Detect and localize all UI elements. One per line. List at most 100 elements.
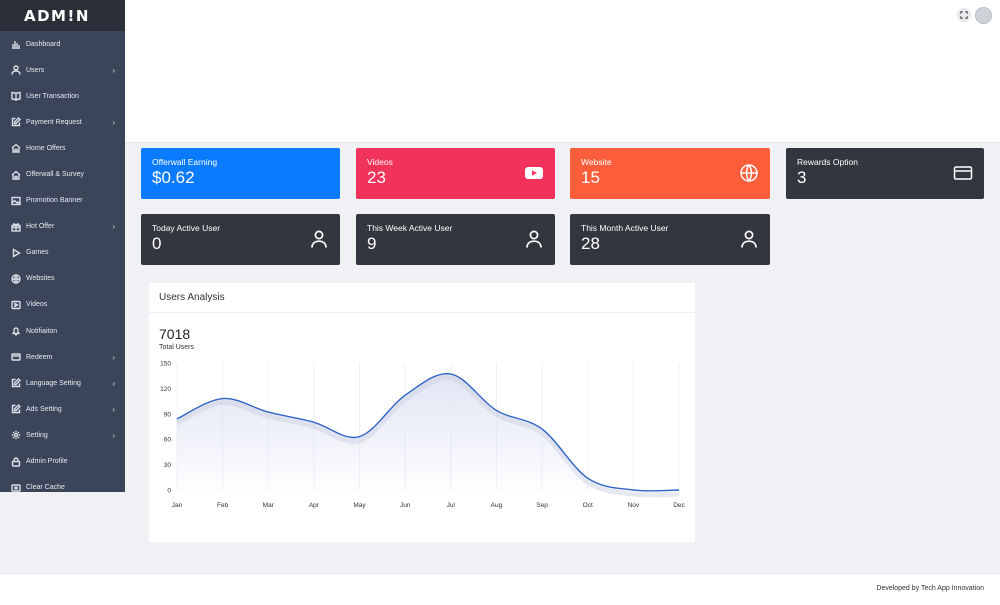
user-icon xyxy=(309,229,329,249)
x-tick-label: Nov xyxy=(628,502,640,509)
sidebar-item-websites[interactable]: Websites xyxy=(0,266,125,292)
sidebar-item-offerwall-survey[interactable]: Offerwall & Survey xyxy=(0,161,125,187)
lock-icon xyxy=(10,456,21,467)
card-icon xyxy=(10,352,21,363)
sidebar-item-redeem[interactable]: Redeem › xyxy=(0,344,125,370)
stat-card-title: Rewards Option xyxy=(797,157,858,167)
stat-card-title: Today Active User xyxy=(152,223,221,233)
chevron-right-icon: › xyxy=(112,404,115,414)
globe-icon xyxy=(739,163,759,183)
y-tick-label: 60 xyxy=(164,437,172,444)
sidebar-item-label: Clear Cache xyxy=(26,484,65,492)
sidebar-item-dashboard[interactable]: Dashboard xyxy=(0,31,125,57)
y-tick-label: 0 xyxy=(167,488,171,495)
users-area-chart: 0 30 60 90 120 150 Jan Feb Mar Apr May Jun Jul Aug Sep… xyxy=(160,361,685,510)
sidebar-item-label: Admin Profile xyxy=(26,458,68,466)
video-icon xyxy=(10,299,21,310)
stat-card-value: 3 xyxy=(797,168,807,187)
user-icon xyxy=(10,65,21,76)
bar-chart-icon xyxy=(10,39,21,50)
x-tick-label: Dec xyxy=(673,502,685,509)
stat-card-this-week-active-user[interactable]: This Week Active User 9 xyxy=(356,214,555,265)
x-tick-label: Oct xyxy=(583,502,593,509)
sidebar-item-hot-offer[interactable]: Hot Offer › xyxy=(0,214,125,240)
sidebar-item-payment-request[interactable]: Payment Request › xyxy=(0,109,125,135)
chevron-right-icon: › xyxy=(112,117,115,127)
sidebar-item-label: Users xyxy=(26,66,45,74)
stat-card-title: Videos xyxy=(367,157,393,167)
series-line xyxy=(176,373,680,492)
sidebar-item-videos[interactable]: Videos xyxy=(0,292,125,318)
sidebar-item-language-setting[interactable]: Language Setting › xyxy=(0,370,125,396)
card-icon xyxy=(953,163,973,183)
sidebar: ADM!N Dashboard Users › User Transaction Pay… xyxy=(0,0,125,492)
globe-icon xyxy=(10,273,21,284)
sidebar-item-ads-setting[interactable]: Ads Setting › xyxy=(0,396,125,422)
brand-logo-text: ADM!N xyxy=(24,6,90,25)
sidebar-item-user-transaction[interactable]: User Transaction xyxy=(0,83,125,109)
sidebar-item-label: Games xyxy=(26,249,49,257)
home-icon xyxy=(10,169,21,180)
sidebar-item-label: Promotion Banner xyxy=(26,197,83,205)
y-tick-label: 150 xyxy=(160,361,171,368)
sidebar-item-label: Websites xyxy=(26,275,55,283)
sidebar-item-label: User Transaction xyxy=(26,92,79,100)
user-icon xyxy=(524,229,544,249)
series-line-shadow xyxy=(175,375,680,498)
stat-card-title: Offerwall Earning xyxy=(152,157,218,167)
bell-icon xyxy=(10,326,21,337)
book-icon xyxy=(10,91,21,102)
x-tick-label: Jun xyxy=(400,502,411,509)
stat-card-title: This Week Active User xyxy=(367,223,453,233)
stat-card-value: $0.62 xyxy=(152,168,195,187)
sidebar-nav: Dashboard Users › User Transaction Payment R… xyxy=(0,31,125,492)
stat-card-value: 0 xyxy=(152,234,162,253)
sidebar-item-games[interactable]: Games xyxy=(0,240,125,266)
stat-card-website[interactable]: Website 15 xyxy=(570,148,770,199)
play-icon xyxy=(10,247,21,258)
footer: Developed by Tech App Innovation xyxy=(0,573,1000,605)
x-tick-label: Apr xyxy=(309,502,320,509)
sidebar-item-admin-profile[interactable]: Admin Profile xyxy=(0,449,125,475)
brand-logo[interactable]: ADM!N xyxy=(0,0,125,31)
x-tick-label: May xyxy=(353,502,366,509)
x-tick-label: Feb xyxy=(217,502,229,509)
sidebar-item-label: Videos xyxy=(26,301,48,309)
sidebar-item-label: Dashboard xyxy=(26,40,61,48)
x-tick-label: Jan xyxy=(172,502,183,509)
sidebar-item-label: Setting xyxy=(26,431,48,439)
stat-card-rewards-option[interactable]: Rewards Option 3 xyxy=(786,148,984,199)
sidebar-item-label: Payment Request xyxy=(26,118,82,126)
sidebar-item-clear-cache[interactable]: Clear Cache xyxy=(0,475,125,492)
sidebar-item-label: Notifiaiton xyxy=(26,327,58,335)
sidebar-item-label: Ads Setting xyxy=(26,405,62,413)
chevron-right-icon: › xyxy=(112,378,115,388)
y-tick-label: 120 xyxy=(160,386,171,393)
footer-credit: Developed by Tech App Innovation xyxy=(876,585,984,592)
stat-card-value: 9 xyxy=(367,234,377,253)
chevron-right-icon: › xyxy=(112,352,115,362)
x-tick-label: Sep xyxy=(536,502,548,509)
sidebar-item-label: Hot Offer xyxy=(26,223,55,231)
stat-card-today-active-user[interactable]: Today Active User 0 xyxy=(141,214,340,265)
sidebar-item-setting[interactable]: Setting › xyxy=(0,422,125,448)
image-icon xyxy=(10,195,21,206)
edit-icon xyxy=(10,404,21,415)
top-header xyxy=(125,0,1000,143)
sidebar-item-users[interactable]: Users › xyxy=(0,57,125,83)
total-users-label: Total Users xyxy=(159,344,195,351)
y-tick-label: 90 xyxy=(164,411,172,418)
stat-card-videos[interactable]: Videos 23 xyxy=(356,148,555,199)
sidebar-item-promotion-banner[interactable]: Promotion Banner xyxy=(0,188,125,214)
stat-card-this-month-active-user[interactable]: This Month Active User 28 xyxy=(570,214,770,265)
fullscreen-button[interactable] xyxy=(957,8,971,22)
stat-card-title: This Month Active User xyxy=(581,223,669,233)
series-area xyxy=(177,373,679,491)
sidebar-item-home-offers[interactable]: Home Offers xyxy=(0,135,125,161)
stat-card-offerwall-earning[interactable]: Offerwall Earning $0.62 xyxy=(141,148,340,199)
sidebar-item-notifiaiton[interactable]: Notifiaiton xyxy=(0,318,125,344)
total-users-value: 7018 xyxy=(159,326,191,342)
stat-card-value: 28 xyxy=(581,234,600,253)
x-tick-label: Jul xyxy=(447,502,456,509)
avatar[interactable] xyxy=(975,7,992,24)
